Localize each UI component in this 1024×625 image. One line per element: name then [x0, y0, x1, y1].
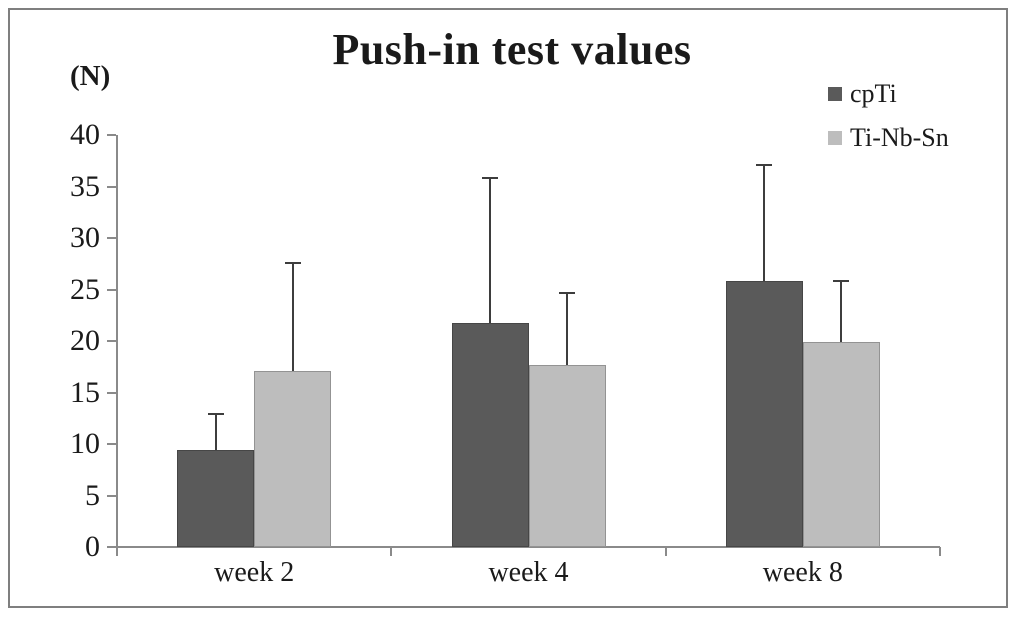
x-tick-mark	[664, 547, 667, 556]
y-tick-mark	[107, 134, 116, 136]
y-tick-label: 30	[70, 221, 100, 254]
error-bar-cap	[482, 177, 498, 180]
error-bar-cap	[756, 163, 773, 166]
error-bar-line	[840, 281, 843, 343]
y-tick-mark	[107, 546, 116, 548]
legend-item-ti-nb-sn: Ti-Nb-Sn	[828, 123, 949, 152]
bar-cpti	[725, 281, 803, 547]
legend-item-cpti: cpTi	[828, 79, 949, 108]
legend: cpTi Ti-Nb-Sn	[828, 79, 949, 168]
bar-ti-nb-sn	[528, 364, 606, 547]
y-tick-mark	[107, 340, 116, 342]
y-axis-line	[116, 135, 118, 556]
y-tick-mark	[107, 443, 116, 445]
y-tick-label: 40	[70, 118, 100, 151]
x-tick-label: week 4	[488, 557, 569, 588]
y-tick-mark	[107, 494, 116, 497]
x-tick-mark	[939, 547, 941, 556]
error-bar-cap	[207, 413, 224, 416]
bar-cpti	[451, 323, 529, 547]
y-tick-label: 10	[70, 427, 100, 460]
y-tick-label: 25	[70, 272, 100, 306]
y-tick-label: 5	[85, 478, 100, 512]
error-bar-line	[763, 164, 766, 282]
y-tick-label: 20	[70, 324, 100, 357]
y-tick-mark	[107, 391, 116, 394]
legend-label-cpti: cpTi	[850, 79, 897, 108]
y-tick-mark	[107, 288, 116, 291]
bar-ti-nb-sn	[254, 370, 332, 547]
x-tick-label: week 2	[214, 557, 295, 588]
y-axis-unit-label: (N)	[70, 60, 111, 92]
bar-ti-nb-sn	[802, 342, 880, 547]
x-tick-label: week 8	[762, 557, 843, 588]
error-bar-line	[566, 292, 568, 365]
error-bar-cap	[833, 280, 850, 283]
x-tick-mark	[390, 547, 393, 556]
y-tick-label: 15	[70, 375, 100, 409]
error-bar-line	[291, 262, 294, 371]
bar-cpti	[177, 450, 255, 547]
y-tick-mark	[107, 185, 116, 188]
y-tick-mark	[107, 237, 116, 239]
error-bar-cap	[559, 291, 575, 294]
chart-title: Push-in test values	[332, 25, 692, 74]
legend-swatch-cpti-icon	[828, 87, 842, 101]
x-axis-line	[117, 546, 940, 548]
y-tick-label: 0	[85, 530, 100, 563]
legend-swatch-ti-nb-sn-icon	[828, 131, 842, 145]
y-tick-label: 35	[70, 169, 100, 203]
error-bar-cap	[284, 261, 301, 264]
legend-label-ti-nb-sn: Ti-Nb-Sn	[850, 123, 949, 152]
error-bar-line	[214, 414, 217, 451]
error-bar-line	[489, 178, 491, 324]
